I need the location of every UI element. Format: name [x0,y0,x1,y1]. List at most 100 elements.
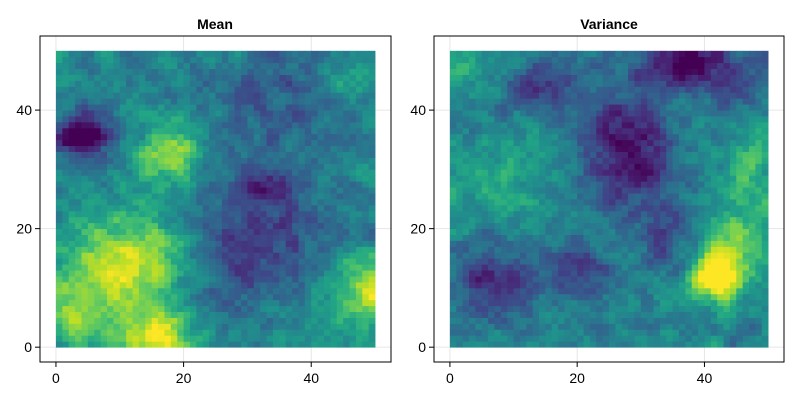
heatmap-cell [330,329,337,335]
heatmap-cell [69,312,76,318]
heatmap-cell [158,282,165,288]
heatmap-cell [343,199,350,205]
heatmap-cell [247,128,254,134]
heatmap-cell [660,98,667,104]
heatmap-cell [107,80,114,86]
heatmap-cell [660,175,667,181]
heatmap-cell [56,246,63,252]
heatmap-cell [711,163,718,169]
heatmap-cell [463,57,470,63]
heatmap-cell [654,306,661,312]
heatmap-cell [69,63,76,69]
heatmap-cell [356,270,363,276]
heatmap-cell [552,158,559,164]
heatmap-cell [241,146,248,152]
heatmap-cell [654,80,661,86]
heatmap-cell [101,128,108,134]
heatmap-cell [120,128,127,134]
heatmap-cell [81,146,88,152]
heatmap-cell [343,235,350,241]
heatmap-cell [324,258,331,264]
heatmap-cell [539,187,546,193]
heatmap-cell [469,329,476,335]
heatmap-cell [120,75,127,81]
heatmap-cell [482,75,489,81]
heatmap-cell [482,199,489,205]
heatmap-cell [216,318,223,324]
heatmap-cell [88,335,95,341]
heatmap-cell [641,258,648,264]
heatmap-cell [711,116,718,122]
heatmap-cell [749,193,756,199]
heatmap-cell [190,258,197,264]
heatmap-cell [56,270,63,276]
heatmap-cell [369,128,376,134]
heatmap-cell [260,80,267,86]
heatmap-cell [69,80,76,86]
heatmap-cell [450,223,457,229]
heatmap-cell [647,329,654,335]
heatmap-cell [755,217,762,223]
heatmap-cell [216,276,223,282]
heatmap-cell [488,235,495,241]
heatmap-cell [456,288,463,294]
heatmap-cell [450,264,457,270]
heatmap-cell [692,264,699,270]
heatmap-cell [222,229,229,235]
heatmap-cell [488,270,495,276]
heatmap-cell [81,205,88,211]
heatmap-cell [337,252,344,258]
heatmap-cell [350,323,357,329]
heatmap-cell [343,187,350,193]
heatmap-cell [647,169,654,175]
heatmap-cell [526,300,533,306]
heatmap-cell [494,312,501,318]
heatmap-cell [362,246,369,252]
heatmap-cell [81,341,88,347]
heatmap-cell [107,264,114,270]
heatmap-cell [279,181,286,187]
heatmap-cell [152,146,159,152]
heatmap-cell [469,98,476,104]
heatmap-cell [158,318,165,324]
heatmap-cell [133,282,140,288]
heatmap-cell [494,205,501,211]
heatmap-cell [679,205,686,211]
heatmap-cell [107,276,114,282]
heatmap-cell [113,98,120,104]
heatmap-cell [241,140,248,146]
heatmap-cell [158,205,165,211]
heatmap-cell [634,300,641,306]
heatmap-cell [177,252,184,258]
heatmap-cell [564,294,571,300]
heatmap-cell [343,306,350,312]
heatmap-cell [507,288,514,294]
heatmap-cell [196,116,203,122]
heatmap-cell [647,158,654,164]
heatmap-cell [450,104,457,110]
heatmap-cell [514,329,521,335]
heatmap-cell [755,276,762,282]
heatmap-cell [209,312,216,318]
heatmap-cell [596,282,603,288]
heatmap-cell [736,199,743,205]
heatmap-cell [475,264,482,270]
heatmap-cell [177,75,184,81]
heatmap-cell [279,341,286,347]
heatmap-cell [456,323,463,329]
heatmap-cell [526,152,533,158]
heatmap-cell [203,116,210,122]
heatmap-cell [469,276,476,282]
heatmap-cell [356,294,363,300]
heatmap-cell [260,175,267,181]
heatmap-cell [641,335,648,341]
heatmap-cell [369,246,376,252]
heatmap-cell [171,258,178,264]
heatmap-cell [254,306,261,312]
heatmap-cell [101,80,108,86]
heatmap-cell [343,288,350,294]
heatmap-cell [369,294,376,300]
heatmap-cell [203,288,210,294]
heatmap-cell [139,288,146,294]
heatmap-cell [164,318,171,324]
